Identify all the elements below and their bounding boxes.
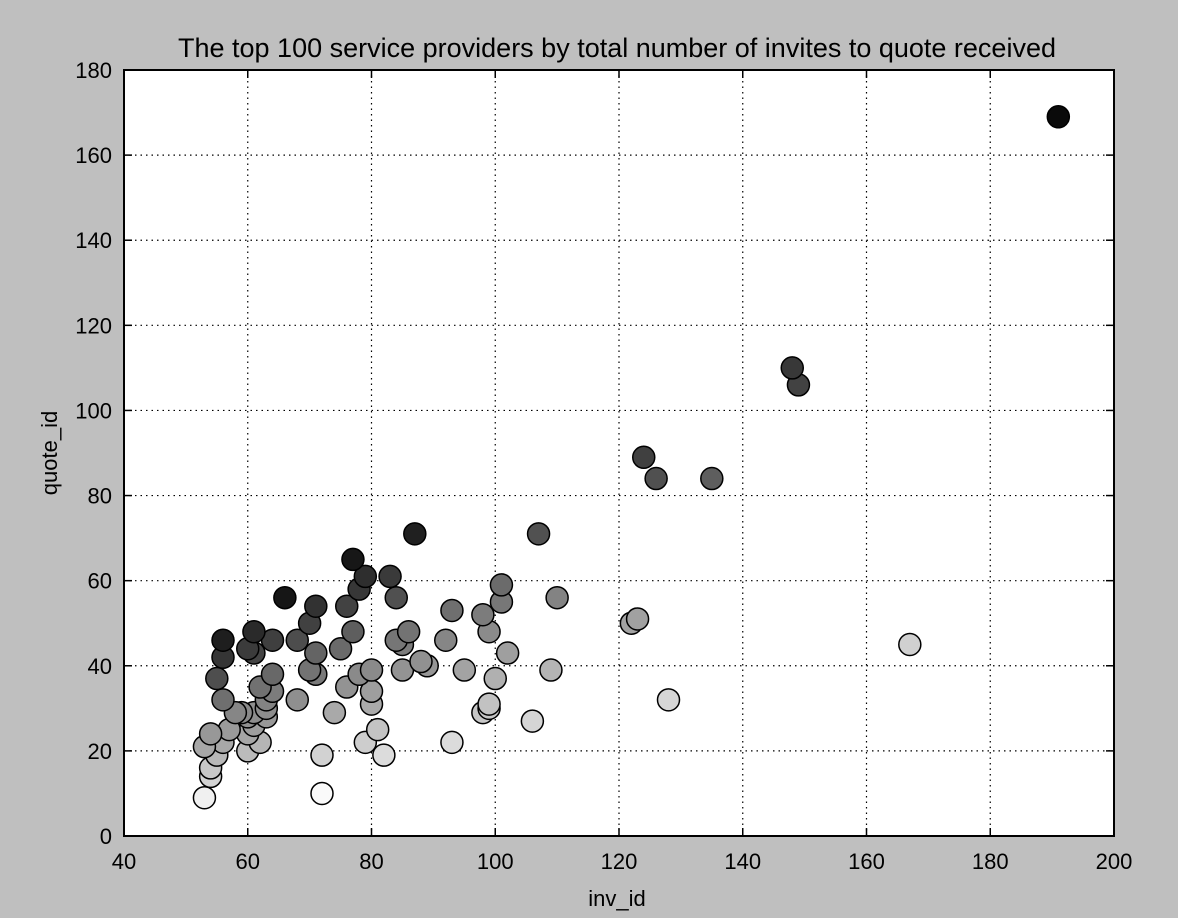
y-tick-label: 40 bbox=[88, 654, 112, 679]
x-ticks: 40 60 80 100 120 140 160 180 200 bbox=[112, 70, 1133, 874]
data-point bbox=[285, 628, 309, 652]
data-point bbox=[359, 658, 384, 682]
y-tick-label: 80 bbox=[88, 484, 112, 509]
grid-lines bbox=[124, 70, 1114, 836]
data-point bbox=[625, 607, 650, 631]
data-point bbox=[471, 602, 495, 627]
data-points bbox=[192, 105, 1071, 810]
data-point bbox=[1046, 105, 1071, 129]
data-point bbox=[353, 564, 378, 589]
data-point bbox=[328, 637, 353, 661]
data-point bbox=[310, 781, 334, 806]
x-tick-label: 60 bbox=[236, 849, 260, 874]
y-tick-label: 120 bbox=[75, 313, 112, 338]
data-point bbox=[341, 547, 365, 572]
data-point bbox=[310, 743, 334, 767]
y-tick-label: 0 bbox=[100, 824, 112, 849]
data-point bbox=[495, 641, 520, 665]
y-tick-label: 180 bbox=[75, 58, 112, 83]
x-axis-label: inv_id bbox=[588, 886, 645, 911]
data-point bbox=[384, 585, 408, 610]
data-point bbox=[489, 573, 514, 597]
y-tick-label: 140 bbox=[75, 228, 112, 253]
data-point bbox=[434, 628, 458, 652]
data-point bbox=[545, 585, 569, 610]
data-point bbox=[341, 619, 365, 644]
plot-frame bbox=[123, 69, 1115, 837]
y-tick-label: 60 bbox=[88, 569, 112, 594]
data-point bbox=[285, 688, 309, 712]
data-point bbox=[403, 522, 427, 546]
x-tick-label: 160 bbox=[848, 849, 885, 874]
data-point bbox=[378, 564, 402, 589]
chart-title: The top 100 service providers by total n… bbox=[178, 33, 1056, 63]
data-point bbox=[205, 666, 229, 691]
x-tick-label: 80 bbox=[359, 849, 383, 874]
data-point bbox=[700, 466, 724, 491]
data-point bbox=[260, 662, 285, 687]
data-point bbox=[242, 619, 266, 644]
data-point bbox=[396, 619, 421, 644]
data-point bbox=[335, 594, 359, 618]
x-tick-label: 100 bbox=[477, 849, 514, 874]
data-point bbox=[539, 658, 563, 682]
data-point bbox=[483, 666, 507, 691]
y-tick-label: 100 bbox=[75, 398, 112, 423]
y-tick-label: 20 bbox=[88, 739, 112, 764]
x-tick-label: 40 bbox=[112, 849, 136, 874]
data-point bbox=[632, 445, 656, 470]
data-point bbox=[211, 628, 235, 652]
data-point bbox=[198, 722, 223, 746]
x-tick-label: 120 bbox=[601, 849, 638, 874]
y-axis-label: quote_id bbox=[37, 411, 62, 495]
data-point bbox=[211, 688, 235, 712]
data-point bbox=[656, 688, 681, 712]
data-point bbox=[440, 730, 464, 755]
data-point bbox=[192, 785, 217, 810]
data-point bbox=[898, 632, 922, 657]
data-point bbox=[452, 658, 477, 682]
data-point bbox=[644, 466, 668, 491]
data-point bbox=[365, 717, 390, 742]
data-point bbox=[304, 594, 328, 618]
data-point bbox=[520, 709, 545, 733]
data-point bbox=[304, 641, 328, 665]
data-point bbox=[322, 700, 347, 725]
x-tick-label: 200 bbox=[1096, 849, 1133, 874]
data-point bbox=[780, 356, 804, 380]
data-point bbox=[526, 522, 551, 546]
data-point bbox=[273, 585, 297, 610]
y-tick-label: 160 bbox=[75, 143, 112, 168]
data-point bbox=[477, 692, 501, 716]
data-point bbox=[440, 598, 464, 623]
x-tick-label: 140 bbox=[724, 849, 761, 874]
data-point bbox=[409, 649, 433, 674]
y-ticks: 0 20 40 60 80 100 120 140 160 180 bbox=[75, 58, 1114, 849]
x-tick-label: 180 bbox=[972, 849, 1009, 874]
data-point bbox=[372, 743, 396, 767]
